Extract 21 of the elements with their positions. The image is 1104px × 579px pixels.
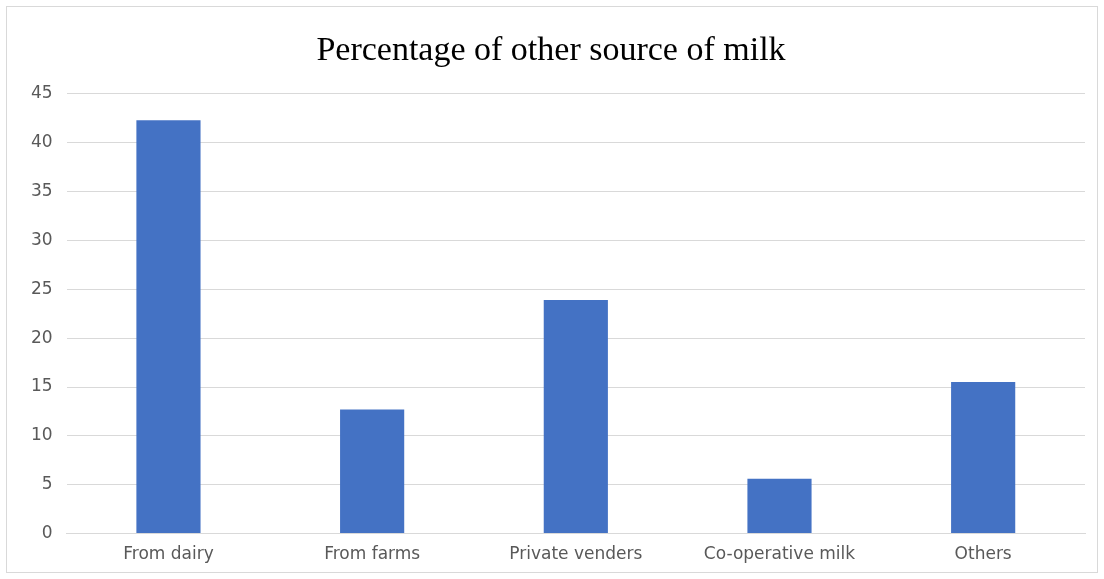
bar: [747, 478, 812, 534]
x-tick-label: From dairy: [123, 543, 214, 564]
y-tick-label: 0: [41, 522, 53, 543]
bar: [340, 409, 405, 534]
chart-title: Percentage of other source of milk: [316, 30, 786, 68]
y-tick-label: 30: [30, 228, 53, 249]
bar: [543, 300, 608, 534]
y-tick-label: 10: [30, 424, 53, 445]
x-tick-label: Co-operative milk: [703, 543, 856, 564]
bar: [951, 382, 1016, 534]
bar: [136, 120, 201, 534]
y-tick-label: 35: [30, 179, 53, 200]
y-tick-label: 15: [30, 375, 53, 396]
y-tick-label: 5: [41, 473, 53, 494]
y-tick-label: 20: [30, 326, 53, 347]
y-tick-label: 40: [30, 131, 53, 152]
y-tick-label: 45: [30, 82, 53, 103]
x-tick-label: Others: [954, 543, 1012, 564]
x-tick-label: Private venders: [509, 543, 643, 564]
y-tick-label: 25: [30, 277, 53, 298]
x-tick-label: From farms: [324, 543, 421, 564]
